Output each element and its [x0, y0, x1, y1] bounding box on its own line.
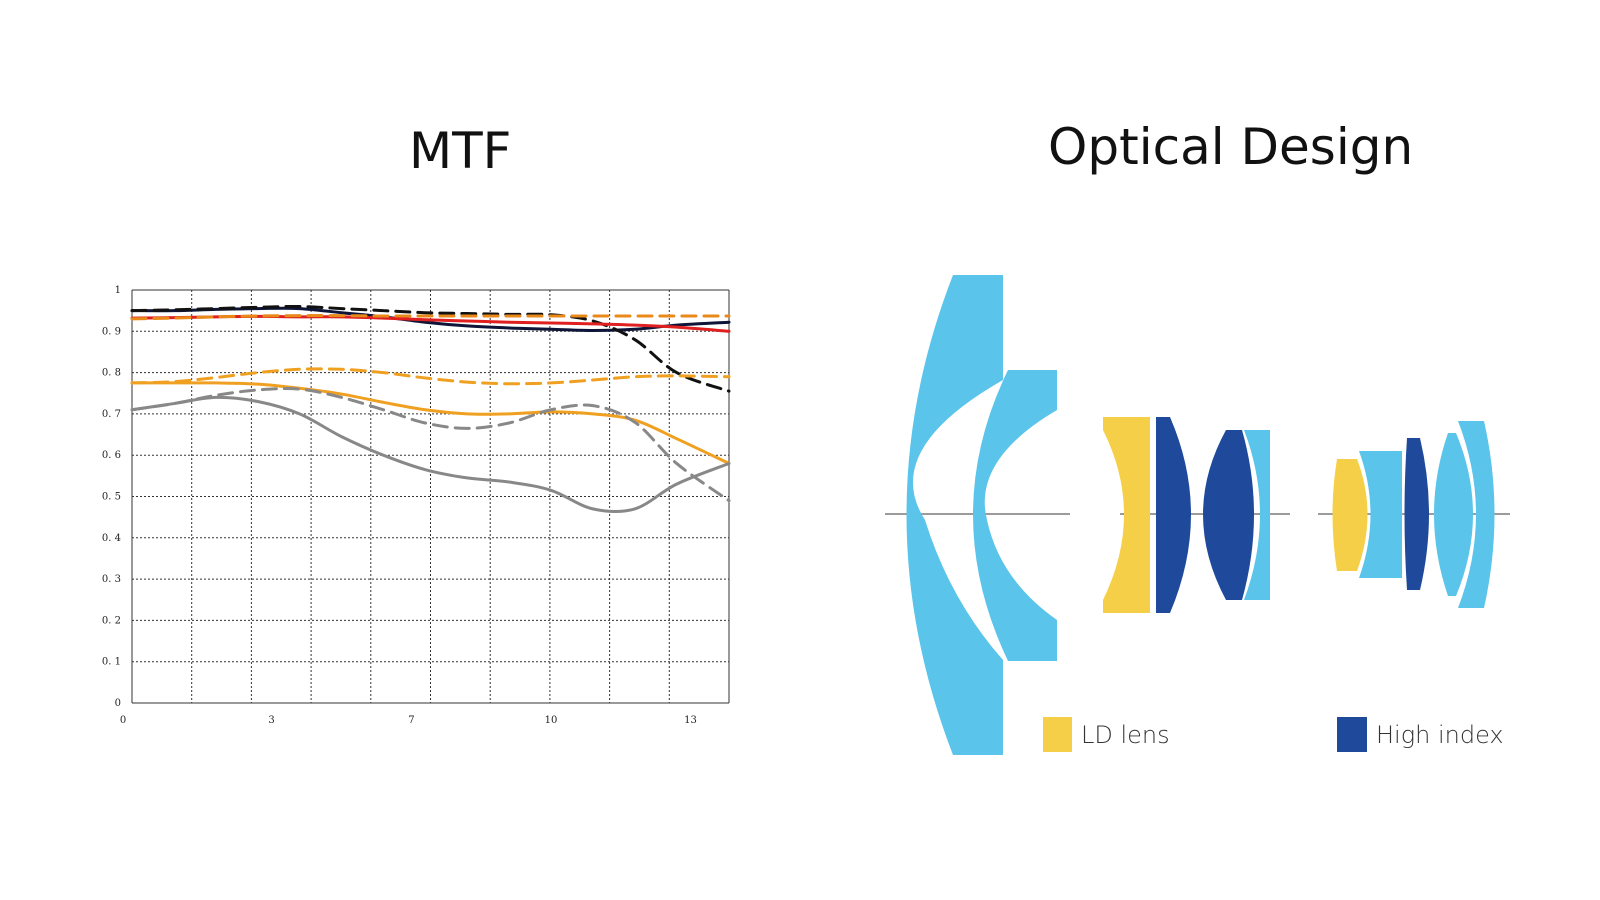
y-tick-label: 0. 8 — [102, 368, 121, 379]
lens-element-standard — [1359, 451, 1402, 578]
lens-element-standard — [1434, 433, 1473, 596]
y-tick-label: 0. 4 — [102, 533, 121, 544]
y-tick-label: 0. 7 — [102, 409, 121, 420]
lens-element-high-index — [1156, 417, 1191, 613]
optical-design-title: Optical Design — [1048, 118, 1414, 176]
y-tick-label: 0. 5 — [102, 492, 121, 503]
mtf-series-line-5 — [130, 381, 731, 465]
x-tick-label: 7 — [408, 715, 414, 726]
lens-element-ld — [1332, 459, 1368, 571]
x-tick-label: 13 — [684, 715, 697, 726]
mtf-series-line-6 — [130, 387, 731, 503]
y-tick-label: 0. 9 — [102, 326, 121, 337]
y-tick-label: 0. 1 — [102, 657, 121, 668]
mtf-grid — [131, 289, 730, 704]
lens-element-standard — [1458, 421, 1495, 608]
lens-element-high-index — [1404, 438, 1429, 590]
mtf-series-line-7 — [130, 395, 731, 514]
y-tick-label: 1 — [115, 285, 121, 296]
y-tick-label: 0. 2 — [102, 615, 121, 626]
mtf-x-tick-labels: 0 3 7 10 13 — [120, 715, 697, 726]
mtf-chart: 0 0. 1 0. 2 0. 3 0. 4 0. 5 0. 6 0. 7 0. 8 0. 9 1 0… — [102, 285, 731, 726]
mtf-series-group — [130, 304, 731, 514]
x-tick-label: 10 — [545, 715, 558, 726]
mtf-series-line-1 — [130, 304, 731, 393]
y-tick-label: 0. 6 — [102, 450, 121, 461]
lens-element-standard — [1244, 430, 1270, 600]
mtf-title: MTF — [409, 122, 512, 180]
mtf-series-line-3 — [130, 314, 731, 321]
x-tick-label: 0 — [120, 715, 126, 726]
legend-swatch-ld — [1043, 717, 1072, 752]
mtf-y-tick-labels: 0 0. 1 0. 2 0. 3 0. 4 0. 5 0. 6 0. 7 0. 8 0. 9 1 — [102, 285, 121, 709]
lens-element-high-index — [1203, 430, 1254, 600]
y-tick-label: 0. 3 — [102, 574, 121, 585]
lens-element-standard — [906, 275, 1003, 755]
legend-label-high-index: High index — [1376, 721, 1504, 749]
legend-label-ld: LD lens — [1081, 721, 1170, 749]
x-tick-label: 3 — [268, 715, 274, 726]
mtf-series-line-4 — [130, 367, 731, 386]
legend-swatch-high-index — [1337, 717, 1367, 752]
y-tick-label: 0 — [115, 698, 121, 709]
lens-element-ld — [1103, 417, 1150, 613]
lens-element-standard — [973, 370, 1057, 661]
